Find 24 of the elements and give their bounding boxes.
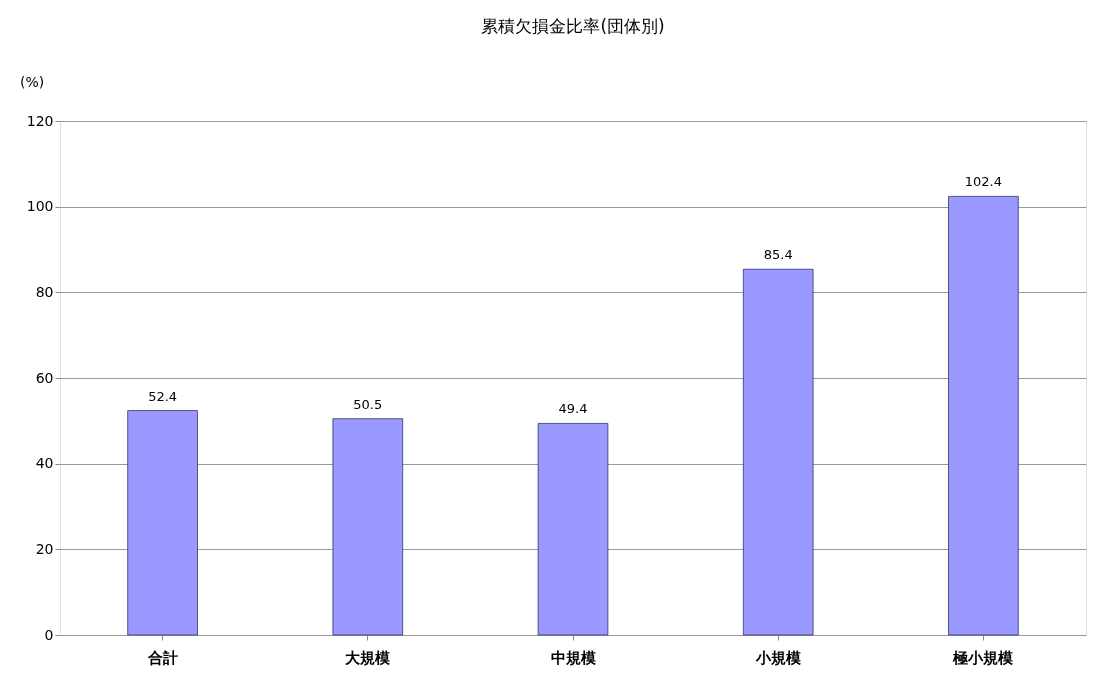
bar (127, 410, 198, 636)
bar (537, 423, 609, 636)
y-tick-label: 0 (44, 626, 54, 643)
x-tick-label: 大規模 (345, 648, 392, 667)
y-tick-label: 100 (26, 198, 54, 215)
y-axis-title: (%) (20, 74, 45, 90)
data-label: 102.4 (964, 174, 1003, 190)
data-label: 49.4 (558, 401, 588, 417)
y-tick-label: 120 (26, 112, 54, 129)
y-tick-label: 20 (35, 540, 54, 557)
data-label: 52.4 (148, 388, 178, 404)
bar (742, 268, 814, 636)
y-tick-label: 80 (35, 283, 54, 300)
y-tick-label: 40 (35, 455, 54, 472)
data-label: 50.5 (353, 396, 383, 412)
chart-title: 累積欠損金比率(団体別) (481, 16, 665, 36)
x-tick-label: 極小規模 (952, 648, 1015, 667)
bar (332, 418, 404, 636)
x-tick-label: 中規模 (550, 648, 597, 667)
x-tick-label: 小規模 (754, 648, 802, 667)
bar (948, 195, 1019, 636)
y-tick-label: 60 (35, 369, 54, 386)
data-label: 85.4 (763, 247, 793, 263)
x-tick-label: 合計 (146, 648, 178, 667)
